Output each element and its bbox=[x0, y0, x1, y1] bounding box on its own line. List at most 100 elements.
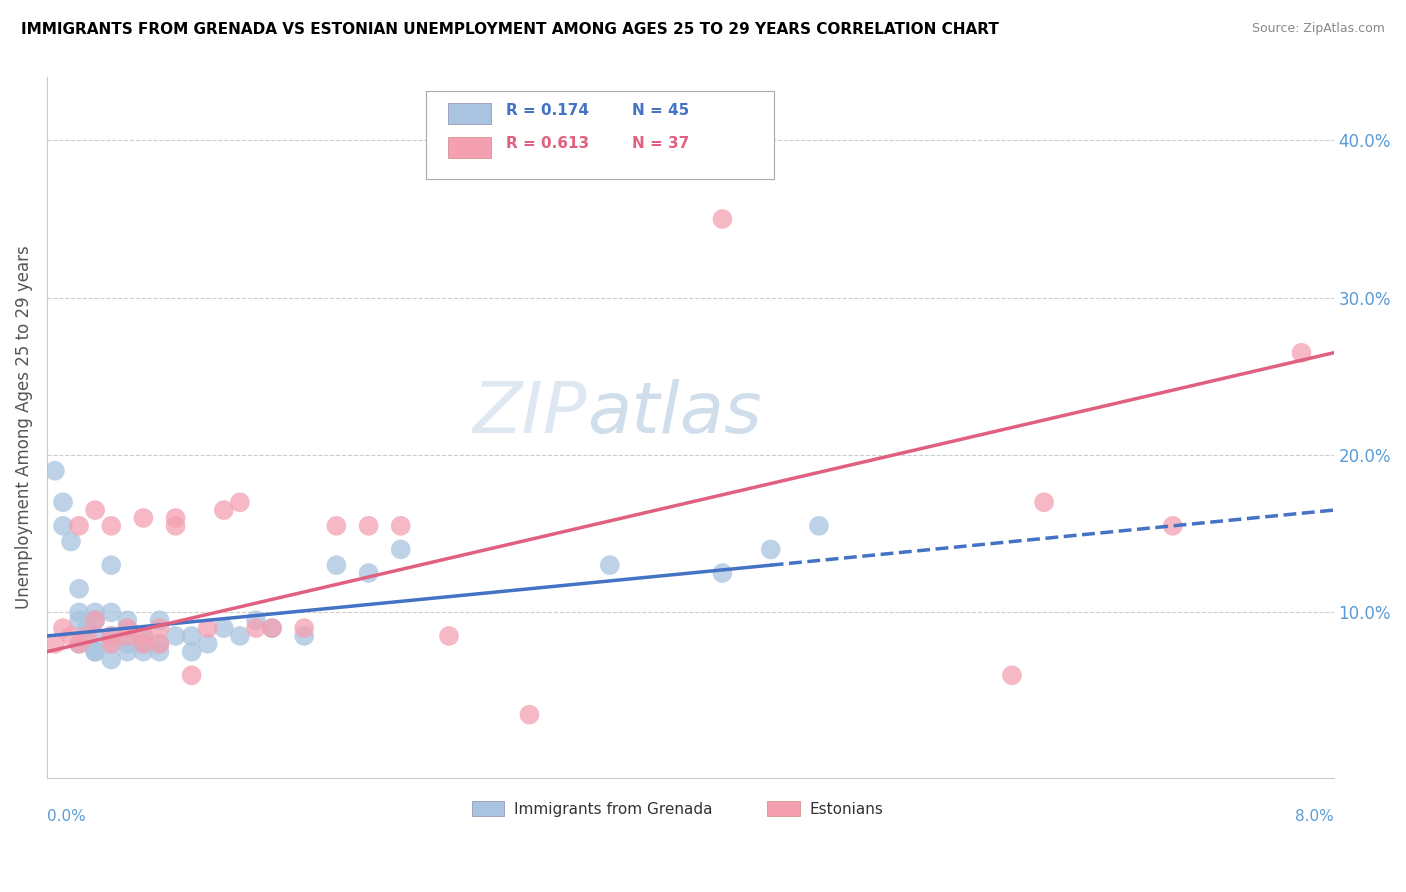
FancyBboxPatch shape bbox=[768, 801, 800, 816]
Point bbox=[325, 558, 347, 573]
Point bbox=[117, 621, 139, 635]
Point bbox=[117, 645, 139, 659]
Point bbox=[52, 519, 75, 533]
Point bbox=[132, 629, 155, 643]
Text: R = 0.613: R = 0.613 bbox=[506, 136, 589, 152]
Y-axis label: Unemployment Among Ages 25 to 29 years: Unemployment Among Ages 25 to 29 years bbox=[15, 245, 32, 609]
Point bbox=[1033, 495, 1056, 509]
Point bbox=[117, 637, 139, 651]
Point bbox=[180, 668, 202, 682]
Point bbox=[100, 637, 122, 651]
Point bbox=[100, 519, 122, 533]
Point bbox=[229, 495, 252, 509]
Point bbox=[44, 637, 66, 651]
Point bbox=[100, 629, 122, 643]
Text: Source: ZipAtlas.com: Source: ZipAtlas.com bbox=[1251, 22, 1385, 36]
Point bbox=[44, 464, 66, 478]
Point bbox=[519, 707, 541, 722]
Text: N = 45: N = 45 bbox=[633, 103, 689, 118]
Point bbox=[212, 621, 235, 635]
Point bbox=[292, 629, 315, 643]
Point bbox=[132, 511, 155, 525]
Point bbox=[759, 542, 782, 557]
Text: atlas: atlas bbox=[588, 379, 762, 448]
Point bbox=[148, 621, 170, 635]
Point bbox=[132, 645, 155, 659]
Text: IMMIGRANTS FROM GRENADA VS ESTONIAN UNEMPLOYMENT AMONG AGES 25 TO 29 YEARS CORRE: IMMIGRANTS FROM GRENADA VS ESTONIAN UNEM… bbox=[21, 22, 1000, 37]
Point bbox=[437, 629, 460, 643]
Point bbox=[357, 566, 380, 580]
Point bbox=[711, 212, 734, 227]
Point bbox=[132, 637, 155, 651]
Point bbox=[180, 629, 202, 643]
Point bbox=[148, 637, 170, 651]
Point bbox=[84, 645, 107, 659]
Point bbox=[807, 519, 830, 533]
Point bbox=[325, 519, 347, 533]
Point bbox=[60, 629, 83, 643]
Point bbox=[84, 606, 107, 620]
Point bbox=[67, 637, 90, 651]
Point bbox=[84, 629, 107, 643]
Point bbox=[117, 629, 139, 643]
Point bbox=[76, 621, 98, 635]
Point bbox=[389, 519, 412, 533]
Point bbox=[262, 621, 284, 635]
Point bbox=[100, 652, 122, 666]
Point bbox=[1291, 345, 1313, 359]
Point bbox=[197, 621, 219, 635]
Point bbox=[180, 645, 202, 659]
Point bbox=[100, 629, 122, 643]
Point bbox=[229, 629, 252, 643]
Point bbox=[132, 629, 155, 643]
Point bbox=[711, 566, 734, 580]
Text: R = 0.174: R = 0.174 bbox=[506, 103, 589, 118]
Point bbox=[212, 503, 235, 517]
Point bbox=[117, 613, 139, 627]
Point bbox=[100, 558, 122, 573]
Point bbox=[52, 621, 75, 635]
Text: 8.0%: 8.0% bbox=[1295, 809, 1334, 824]
Text: N = 37: N = 37 bbox=[633, 136, 689, 152]
Point bbox=[148, 637, 170, 651]
Text: Immigrants from Grenada: Immigrants from Grenada bbox=[515, 802, 713, 816]
Point bbox=[67, 637, 90, 651]
Point bbox=[76, 629, 98, 643]
Point bbox=[100, 637, 122, 651]
Point bbox=[389, 542, 412, 557]
Point bbox=[1161, 519, 1184, 533]
Point bbox=[67, 519, 90, 533]
FancyBboxPatch shape bbox=[449, 137, 491, 158]
FancyBboxPatch shape bbox=[449, 103, 491, 124]
FancyBboxPatch shape bbox=[426, 92, 773, 179]
Point bbox=[165, 629, 187, 643]
Text: ZIP: ZIP bbox=[472, 379, 588, 448]
Point bbox=[148, 645, 170, 659]
Point bbox=[245, 613, 267, 627]
Point bbox=[1001, 668, 1024, 682]
Text: 0.0%: 0.0% bbox=[46, 809, 86, 824]
FancyBboxPatch shape bbox=[471, 801, 503, 816]
Point bbox=[84, 503, 107, 517]
Text: Estonians: Estonians bbox=[810, 802, 884, 816]
Point bbox=[67, 606, 90, 620]
Point bbox=[165, 511, 187, 525]
Point bbox=[67, 613, 90, 627]
Point bbox=[117, 621, 139, 635]
Point bbox=[67, 582, 90, 596]
Point bbox=[599, 558, 621, 573]
Point bbox=[84, 613, 107, 627]
Point bbox=[357, 519, 380, 533]
Point bbox=[148, 613, 170, 627]
Point bbox=[132, 637, 155, 651]
Point bbox=[245, 621, 267, 635]
Point bbox=[197, 637, 219, 651]
Point bbox=[52, 495, 75, 509]
Point bbox=[100, 606, 122, 620]
Point bbox=[262, 621, 284, 635]
Point bbox=[60, 534, 83, 549]
Point bbox=[292, 621, 315, 635]
Point bbox=[84, 645, 107, 659]
Point bbox=[84, 613, 107, 627]
Point bbox=[165, 519, 187, 533]
